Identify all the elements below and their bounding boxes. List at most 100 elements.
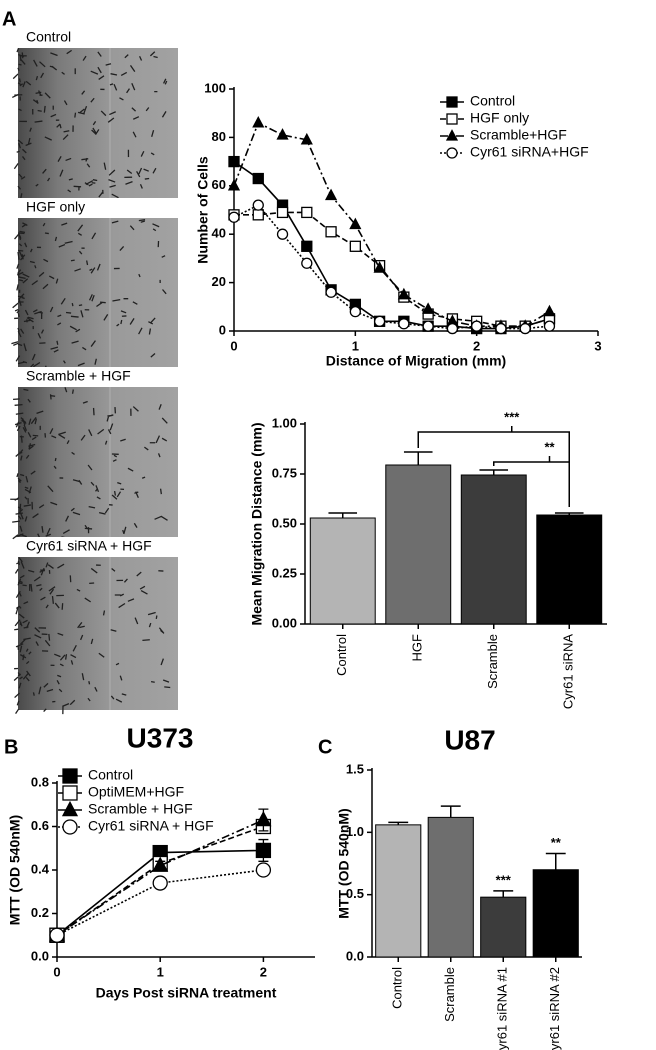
cell [64, 654, 68, 660]
cell [27, 316, 34, 320]
cell [11, 341, 19, 345]
cell [28, 569, 35, 573]
cell [40, 569, 45, 572]
x-tick-label: Control [390, 967, 405, 1009]
cell [150, 152, 155, 156]
cell [12, 302, 19, 309]
legend-marker [445, 129, 459, 141]
cell [25, 142, 32, 147]
cell [131, 83, 136, 91]
cell [75, 328, 81, 333]
cell [120, 319, 123, 325]
legend-marker [446, 113, 458, 125]
point [373, 315, 386, 327]
cell [11, 93, 20, 99]
cell [17, 343, 23, 347]
cell [127, 598, 135, 602]
cell [34, 634, 42, 639]
cell [43, 682, 49, 688]
cell [108, 169, 116, 176]
x-axis-label: Distance of Migration (mm) [326, 353, 506, 369]
y-tick-label: 20 [212, 274, 226, 289]
cell [162, 289, 167, 295]
cell [89, 268, 93, 271]
cell [109, 423, 114, 431]
cell [35, 91, 42, 95]
cell [59, 124, 62, 129]
cell [24, 242, 28, 248]
cell [96, 301, 103, 308]
cell [50, 52, 58, 57]
cell [65, 311, 72, 314]
cell [16, 150, 20, 153]
cell [104, 440, 108, 445]
cell [21, 223, 27, 228]
point [349, 305, 361, 318]
cell [88, 429, 93, 437]
cell [34, 120, 43, 123]
cell [140, 220, 145, 223]
legend-label: Cyr61 siRNA+HGF [470, 144, 589, 160]
point [49, 927, 65, 943]
cell [70, 654, 77, 659]
cell [15, 453, 20, 458]
cell [38, 311, 43, 314]
cell [18, 613, 25, 619]
cell [160, 515, 168, 521]
cell [119, 97, 124, 101]
cell [70, 660, 74, 665]
cell [22, 273, 30, 278]
cell [72, 511, 81, 516]
point [397, 287, 410, 300]
cell [120, 438, 126, 442]
cell [40, 72, 45, 79]
cell [103, 162, 107, 170]
cell [18, 298, 22, 307]
cell [63, 100, 68, 106]
micrograph [18, 557, 178, 710]
cell [17, 361, 25, 365]
point [349, 240, 361, 252]
point [276, 228, 289, 240]
cell [29, 260, 35, 264]
cell [31, 436, 37, 441]
cell [77, 224, 84, 232]
cell [47, 177, 51, 182]
chart-title: U87 [444, 724, 495, 755]
cell [16, 533, 24, 538]
point [276, 128, 289, 140]
cell [62, 529, 70, 535]
cell [22, 672, 29, 680]
legend-label: HGF only [470, 110, 529, 126]
cell [90, 267, 96, 274]
cell [42, 283, 49, 290]
cell [132, 406, 139, 412]
cell [132, 116, 140, 120]
cell [13, 676, 19, 682]
label-bg [18, 198, 178, 216]
y-tick-label: 0 [219, 322, 226, 337]
panel-label: C [318, 736, 332, 758]
cell [117, 482, 122, 485]
cell [53, 465, 57, 469]
point [471, 320, 483, 332]
cell [68, 178, 73, 181]
cell [35, 183, 39, 187]
cell [72, 644, 77, 652]
cell [47, 564, 54, 569]
cell [152, 223, 160, 228]
cell [152, 167, 157, 174]
cell [17, 139, 24, 145]
cell [19, 512, 24, 520]
y-tick-label: 0.75 [272, 465, 297, 480]
cell [97, 66, 102, 74]
cell [88, 505, 96, 509]
cell [49, 306, 54, 313]
point [543, 320, 556, 332]
cell [13, 163, 19, 170]
cell [40, 596, 46, 601]
x-tick-label: Control [334, 634, 349, 676]
cell [69, 325, 77, 331]
cell [39, 61, 46, 68]
cell [96, 263, 101, 271]
